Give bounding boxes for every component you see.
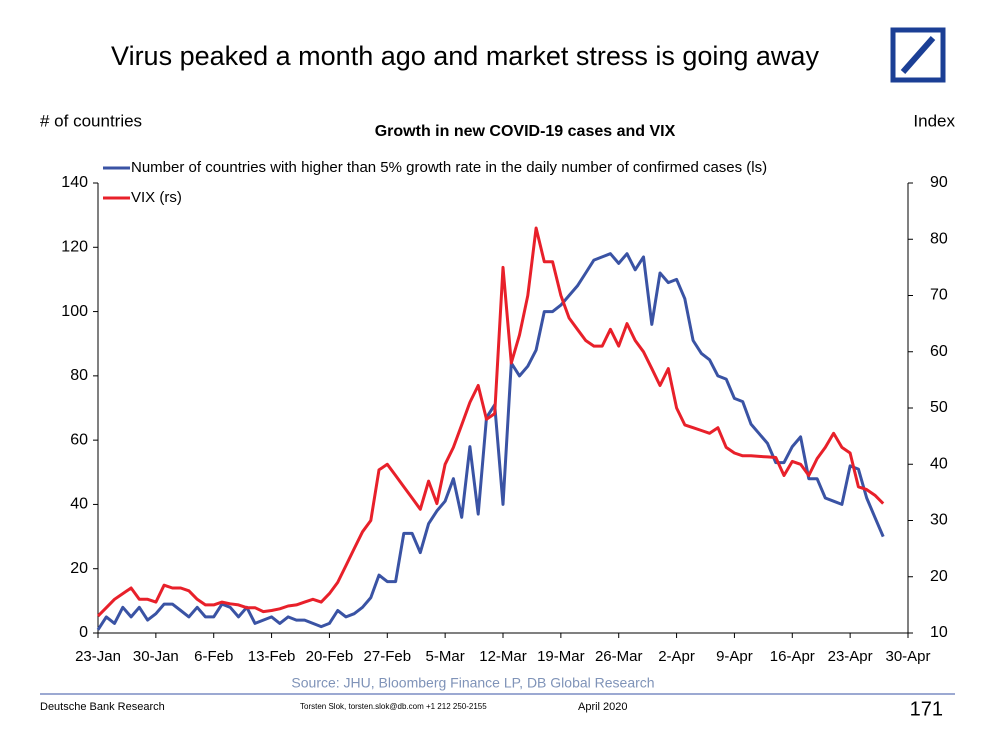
- y2-tick-label: 10: [930, 624, 948, 641]
- y-tick-label: 140: [61, 174, 88, 191]
- x-tick-label: 23-Apr: [828, 648, 873, 665]
- x-tick-label: 26-Mar: [595, 648, 643, 665]
- source: Source: JHU, Bloomberg Finance LP, DB Gl…: [291, 675, 654, 691]
- y-tick-label: 100: [61, 303, 88, 320]
- x-tick-label: 16-Apr: [770, 648, 815, 665]
- y2-tick-label: 90: [930, 174, 948, 191]
- y2-axis-label: Index: [913, 111, 955, 130]
- y2-tick-label: 40: [930, 455, 948, 472]
- x-tick-label: 6-Feb: [194, 648, 233, 665]
- y2-tick-label: 70: [930, 287, 948, 304]
- chart-title: Virus peaked a month ago and market stre…: [111, 41, 819, 71]
- y2-tick-label: 80: [930, 230, 948, 247]
- x-tick-label: 9-Apr: [716, 648, 753, 665]
- legend-label: Number of countries with higher than 5% …: [131, 159, 767, 176]
- logo: [890, 27, 946, 83]
- series-line: [96, 252, 885, 631]
- y2-tick-label: 60: [930, 343, 948, 360]
- y-tick-label: 120: [61, 239, 88, 256]
- y2-tick-label: 50: [930, 399, 948, 416]
- y2-tick-label: 30: [930, 512, 948, 529]
- footer-date: April 2020: [578, 701, 628, 713]
- series-line: [96, 226, 885, 618]
- x-tick-label: 23-Jan: [75, 648, 121, 665]
- x-tick-label: 19-Mar: [537, 648, 585, 665]
- x-tick-label: 30-Jan: [133, 648, 179, 665]
- y-tick-label: 0: [79, 624, 88, 641]
- footer-left: Deutsche Bank Research: [40, 701, 165, 713]
- y-tick-label: 80: [70, 367, 88, 384]
- x-tick-label: 5-Mar: [426, 648, 465, 665]
- x-tick-label: 12-Mar: [479, 648, 527, 665]
- y-tick-label: 60: [70, 431, 88, 448]
- x-tick-label: 30-Apr: [885, 648, 930, 665]
- x-tick-label: 27-Feb: [364, 648, 412, 665]
- y-axis-label: # of countries: [40, 111, 142, 130]
- chart-subtitle: Growth in new COVID-19 cases and VIX: [375, 123, 676, 140]
- legend-label: VIX (rs): [131, 189, 182, 206]
- y-tick-label: 40: [70, 496, 88, 513]
- x-tick-label: 20-Feb: [306, 648, 354, 665]
- y-tick-label: 20: [70, 560, 88, 577]
- x-tick-label: 2-Apr: [658, 648, 695, 665]
- page-number: 171: [910, 698, 943, 720]
- footer-contact: Torsten Slok, torsten.slok@db.com +1 212…: [300, 702, 487, 711]
- x-tick-label: 13-Feb: [248, 648, 296, 665]
- y2-tick-label: 20: [930, 568, 948, 585]
